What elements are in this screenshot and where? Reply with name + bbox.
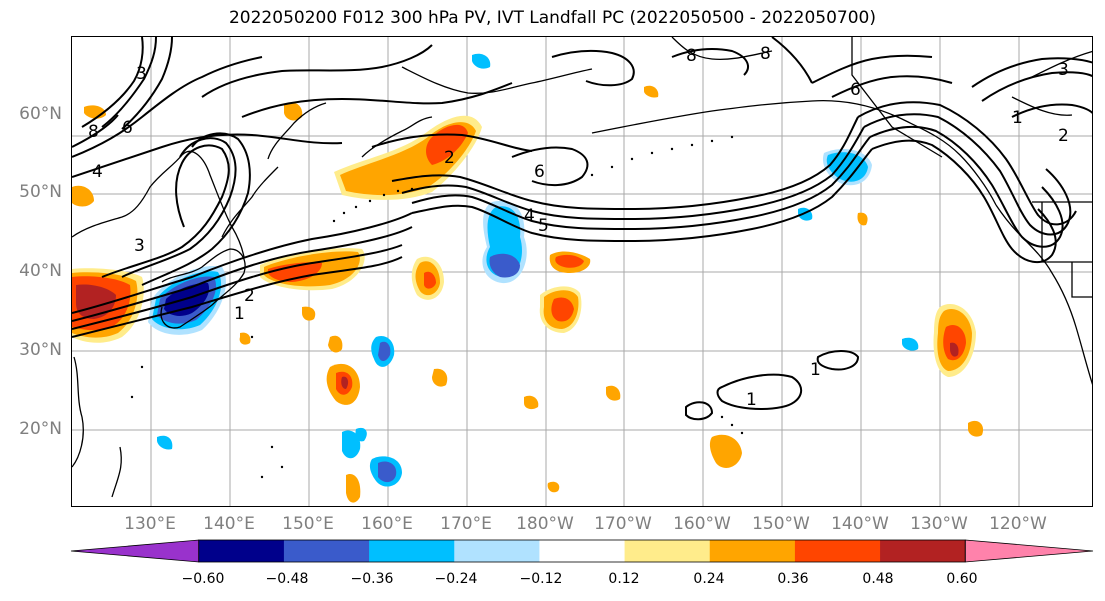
colorbar-outline bbox=[198, 539, 966, 563]
contour-labels: 3 6 8 4 1 2 6 2 4 5 3 8 8 6 3 2 1 1 1 bbox=[88, 44, 1069, 410]
lat-label-50n: 50°N bbox=[19, 182, 62, 202]
contour-label: 6 bbox=[850, 80, 861, 100]
colorbar-tick-label: −0.24 bbox=[434, 571, 478, 587]
colorbar-tick-label: −0.12 bbox=[519, 571, 563, 587]
lat-label-60n: 60°N bbox=[19, 104, 62, 124]
lat-label-40n: 40°N bbox=[19, 261, 62, 281]
map-panel: 3 6 8 4 1 2 6 2 4 5 3 8 8 6 3 2 1 1 1 bbox=[71, 36, 1093, 507]
colorbar-tick-label: 0.24 bbox=[693, 571, 725, 587]
colorbar-extend-low bbox=[70, 539, 200, 563]
colorbar-segment bbox=[283, 540, 370, 562]
lon-label-160w: 160°W bbox=[673, 514, 731, 534]
lon-label-160e: 160°E bbox=[361, 514, 413, 534]
contour-label: 3 bbox=[134, 236, 145, 256]
lat-label-20n: 20°N bbox=[19, 419, 62, 439]
contour-label: 1 bbox=[810, 360, 821, 380]
contour-label: 3 bbox=[136, 64, 147, 84]
gridlines bbox=[72, 37, 1092, 506]
lat-label-30n: 30°N bbox=[19, 340, 62, 360]
island-dots bbox=[130, 135, 744, 479]
colorbar-tick-label: −0.60 bbox=[181, 571, 225, 587]
colorbar-tick-label: 0.48 bbox=[862, 571, 894, 587]
lon-label-170w: 170°W bbox=[594, 514, 652, 534]
lon-label-170e: 170°E bbox=[440, 514, 492, 534]
contour-label: 2 bbox=[1058, 126, 1069, 146]
colorbar-segments bbox=[70, 539, 1094, 563]
colorbar-segment bbox=[624, 540, 711, 562]
contour-label: 1 bbox=[234, 304, 245, 324]
contour-label: 8 bbox=[686, 46, 697, 66]
colorbar-segment bbox=[880, 540, 966, 562]
pv-contours bbox=[72, 37, 1092, 421]
lon-label-130w: 130°W bbox=[910, 514, 968, 534]
colorbar-tick-label: −0.36 bbox=[350, 571, 394, 587]
colorbar-extend-high bbox=[964, 539, 1094, 563]
ivt-anomaly-fill bbox=[72, 53, 984, 503]
lon-label-180w: 180°W bbox=[516, 514, 574, 534]
contour-label: 6 bbox=[534, 162, 545, 182]
contour-label: 1 bbox=[746, 390, 757, 410]
contour-label: 1 bbox=[1012, 108, 1023, 128]
colorbar-tick-label: 0.36 bbox=[777, 571, 809, 587]
contour-label: 6 bbox=[122, 118, 133, 138]
contour-label: 4 bbox=[524, 206, 535, 226]
lon-label-140e: 140°E bbox=[203, 514, 255, 534]
contour-label: 4 bbox=[92, 162, 103, 182]
contour-label: 5 bbox=[538, 216, 549, 236]
colorbar-tick-label: −0.48 bbox=[265, 571, 309, 587]
lon-label-130e: 130°E bbox=[124, 514, 176, 534]
colorbar-segment bbox=[369, 540, 455, 562]
colorbar-segment bbox=[539, 540, 626, 562]
colorbar bbox=[70, 539, 1094, 563]
colorbar-segment bbox=[198, 540, 285, 562]
contour-label: 3 bbox=[1058, 60, 1069, 80]
contour-label: 8 bbox=[760, 44, 771, 64]
lon-label-120w: 120°W bbox=[989, 514, 1047, 534]
contour-label: 8 bbox=[88, 122, 99, 142]
colorbar-tick-label: 0.60 bbox=[946, 571, 978, 587]
colorbar-segment bbox=[709, 540, 796, 562]
lon-label-150e: 150°E bbox=[282, 514, 334, 534]
colorbar-segment bbox=[454, 540, 540, 562]
contour-label: 2 bbox=[244, 286, 255, 306]
contour-label: 2 bbox=[444, 148, 455, 168]
plot-title: 2022050200 F012 300 hPa PV, IVT Landfall… bbox=[228, 8, 876, 28]
map-canvas: 3 6 8 4 1 2 6 2 4 5 3 8 8 6 3 2 1 1 1 bbox=[72, 37, 1092, 506]
lon-label-150w: 150°W bbox=[752, 514, 810, 534]
colorbar-tick-label: 0.12 bbox=[608, 571, 640, 587]
lon-label-140w: 140°W bbox=[831, 514, 889, 534]
colorbar-segment bbox=[794, 540, 881, 562]
